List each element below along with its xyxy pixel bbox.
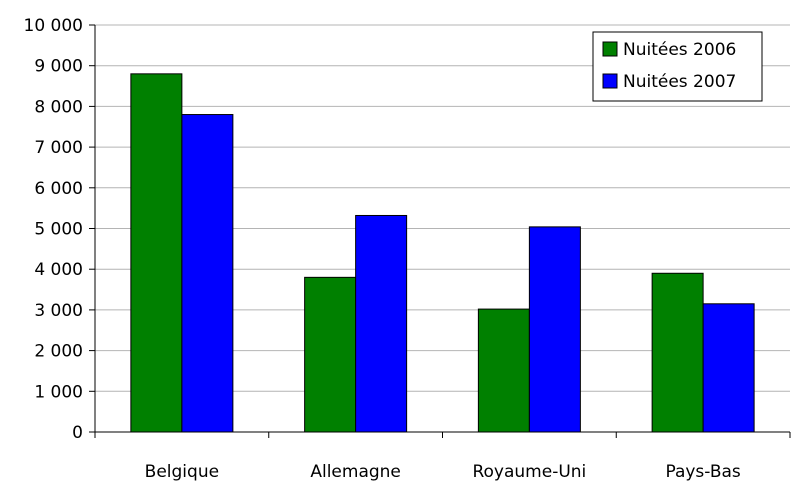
bar-series-1-1 <box>304 276 357 433</box>
x-category-label: Royaume-Uni <box>472 462 586 482</box>
y-tick-label: 4 000 <box>34 260 83 280</box>
legend: Nuitées 2006 Nuitées 2007 <box>592 31 763 102</box>
y-tick-label: 7 000 <box>34 138 83 158</box>
legend-label: Nuitées 2007 <box>623 72 736 92</box>
y-tick-label: 0 <box>72 423 83 443</box>
y-tick-label: 3 000 <box>34 301 83 321</box>
legend-swatch <box>602 41 618 57</box>
bar-series-2-3 <box>702 303 755 433</box>
y-tick-label: 8 000 <box>34 97 83 117</box>
bar-series-2-2 <box>528 226 581 433</box>
bar-series-1-0 <box>130 73 183 433</box>
legend-swatch <box>602 73 618 89</box>
bar-series-1-2 <box>477 308 530 433</box>
y-tick-label: 6 000 <box>34 179 83 199</box>
y-tick-label: 9 000 <box>34 57 83 77</box>
y-tick-label: 1 000 <box>34 382 83 402</box>
x-category-label: Belgique <box>145 462 219 482</box>
axis-labels: 0 1 000 2 000 3 000 4 000 5 000 6 000 7 000 8 00… <box>24 16 741 482</box>
x-category-label: Pays-Bas <box>665 462 740 482</box>
y-tick-label: 2 000 <box>34 342 83 362</box>
legend-box <box>592 31 763 102</box>
axes <box>89 24 791 438</box>
bars <box>130 73 755 433</box>
y-tick-label: 5 000 <box>34 220 83 240</box>
x-category-label: Allemagne <box>310 462 401 482</box>
bar-series-2-1 <box>355 214 408 433</box>
bar-series-1-3 <box>651 272 704 433</box>
legend-label: Nuitées 2006 <box>623 40 736 60</box>
y-tick-label: 10 000 <box>24 16 83 36</box>
bar-series-2-0 <box>181 114 234 433</box>
